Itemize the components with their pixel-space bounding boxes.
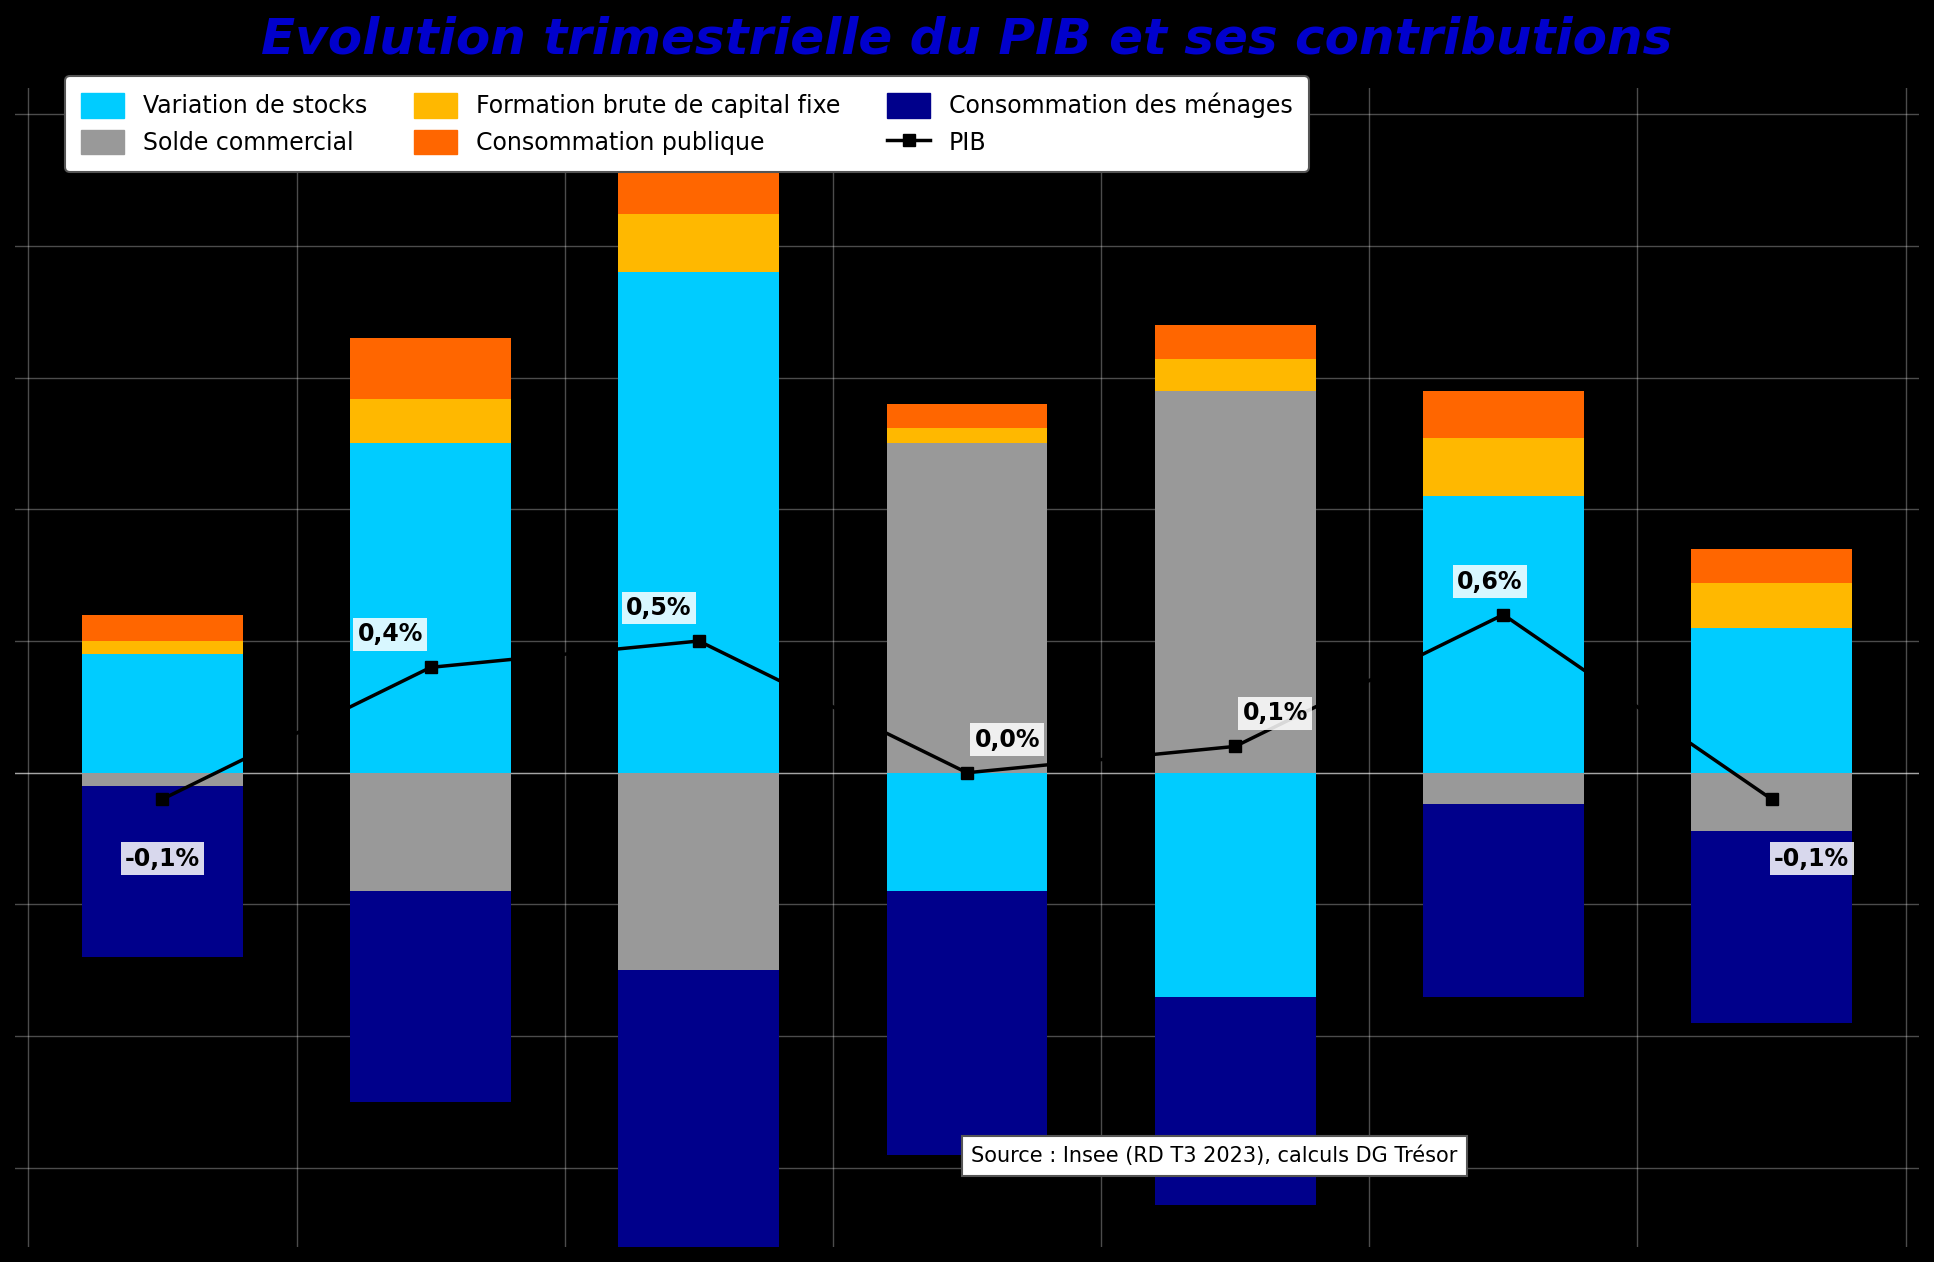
Title: Evolution trimestrielle du PIB et ses contributions: Evolution trimestrielle du PIB et ses co… bbox=[261, 15, 1673, 63]
Bar bbox=[350, 443, 511, 772]
Bar bbox=[1423, 391, 1584, 438]
Bar bbox=[619, 970, 779, 1247]
Bar bbox=[886, 404, 1048, 428]
Bar bbox=[1690, 583, 1853, 627]
Bar bbox=[619, 167, 779, 215]
Bar bbox=[1423, 804, 1584, 997]
Bar bbox=[1155, 324, 1315, 360]
Legend: Variation de stocks, Solde commercial, Formation brute de capital fixe, Consomma: Variation de stocks, Solde commercial, F… bbox=[66, 76, 1309, 172]
Bar bbox=[619, 772, 779, 970]
Bar bbox=[1155, 360, 1315, 391]
Text: -0,1%: -0,1% bbox=[1773, 847, 1849, 871]
Bar bbox=[1690, 627, 1853, 772]
Bar bbox=[1423, 496, 1584, 772]
Text: 0,0%: 0,0% bbox=[975, 728, 1040, 752]
Bar bbox=[1423, 772, 1584, 804]
Bar bbox=[619, 215, 779, 273]
Bar bbox=[1690, 549, 1853, 583]
Bar bbox=[81, 786, 244, 957]
Bar bbox=[350, 891, 511, 1102]
Bar bbox=[886, 772, 1048, 891]
Bar bbox=[1690, 772, 1853, 830]
Bar bbox=[1690, 830, 1853, 1023]
Bar bbox=[886, 428, 1048, 443]
Bar bbox=[350, 772, 511, 891]
Text: 0,5%: 0,5% bbox=[627, 596, 690, 620]
Text: 0,6%: 0,6% bbox=[1456, 569, 1522, 593]
Text: 0,4%: 0,4% bbox=[358, 622, 424, 646]
Text: Source : Insee (RD T3 2023), calculs DG Trésor: Source : Insee (RD T3 2023), calculs DG … bbox=[971, 1146, 1458, 1166]
Bar bbox=[1155, 997, 1315, 1205]
Bar bbox=[1155, 772, 1315, 997]
Bar bbox=[81, 615, 244, 641]
Bar bbox=[81, 772, 244, 786]
Text: 0,1%: 0,1% bbox=[1244, 702, 1307, 726]
Bar bbox=[1155, 391, 1315, 772]
Bar bbox=[81, 641, 244, 654]
Bar bbox=[350, 338, 511, 399]
Bar bbox=[81, 654, 244, 772]
Bar bbox=[350, 399, 511, 443]
Bar bbox=[1423, 438, 1584, 496]
Bar bbox=[886, 891, 1048, 1155]
Bar bbox=[619, 273, 779, 772]
Bar bbox=[886, 443, 1048, 772]
Text: -0,1%: -0,1% bbox=[126, 847, 199, 871]
